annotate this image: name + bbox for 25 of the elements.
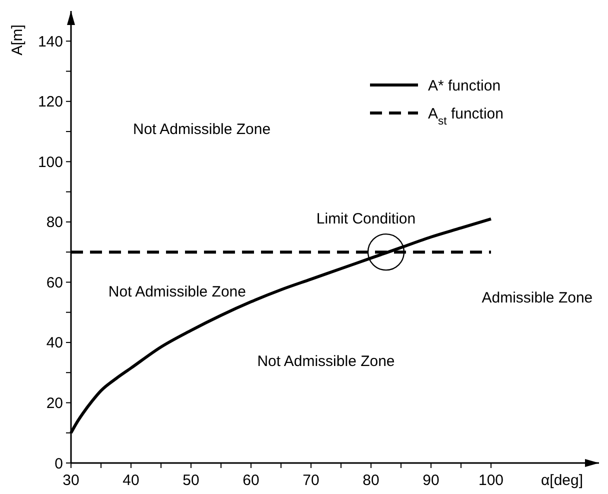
x-axis-title: α[deg] (541, 472, 584, 489)
annotation: Not Admissible Zone (133, 120, 271, 138)
legend-label: A* function (428, 77, 501, 94)
y-tick-label: 40 (46, 334, 63, 352)
x-tick-label: 70 (302, 472, 320, 489)
annotation: Admissible Zone (482, 290, 593, 307)
y-tick-label: 140 (38, 33, 63, 50)
annotation: Not Admissible Zone (257, 352, 395, 370)
x-tick-label: 90 (422, 472, 440, 489)
y-tick-label: 0 (54, 455, 63, 472)
x-tick-label: 80 (362, 472, 380, 489)
y-axis-title: A[m] (9, 24, 26, 56)
y-tick-label: 60 (46, 274, 63, 292)
x-tick-label: 50 (182, 472, 200, 489)
annotation: Limit Condition (316, 210, 416, 228)
x-tick-label: 40 (122, 472, 140, 489)
x-tick-label: 100 (478, 472, 504, 489)
annotation: Not Admissible Zone (108, 283, 246, 300)
y-tick-label: 100 (38, 154, 63, 171)
x-tick-label: 30 (62, 472, 80, 489)
x-tick-label: 60 (242, 472, 260, 489)
y-tick-label: 120 (38, 94, 63, 111)
y-tick-label: 80 (46, 214, 63, 232)
legend-label: A$_{st}$ function (428, 105, 504, 128)
y-tick-label: 20 (46, 394, 63, 412)
